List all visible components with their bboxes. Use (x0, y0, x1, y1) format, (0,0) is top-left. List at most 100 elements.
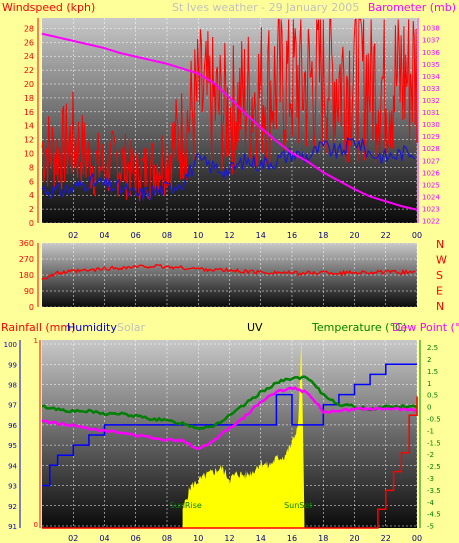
x-tick-label: 20 (349, 534, 359, 543)
rainfall-line (42, 396, 418, 529)
humidity-tick-label: 98 (8, 381, 17, 389)
barometer-label: Barometer (mb) (368, 1, 456, 14)
direction-series (41, 263, 416, 281)
x-tick-label: 00 (412, 534, 422, 543)
x-tick-label: 06 (131, 231, 141, 240)
x-tick-label: 04 (99, 231, 109, 240)
temperature-tick-label: -1.5 (427, 439, 441, 447)
y-tick-label: 26 (24, 38, 34, 47)
y2-tick-label: 1027 (422, 157, 440, 165)
y-tick-label: 12 (24, 136, 34, 145)
y-tick-label: 2 (29, 205, 34, 214)
y-tick-label: 28 (24, 24, 34, 33)
temperature-tick-label: -3.5 (427, 487, 441, 495)
temperature-tick-label: 0.5 (427, 392, 438, 400)
humidity-tick-label: 94 (8, 462, 17, 470)
y-tick-label: 20 (24, 80, 34, 89)
x-tick-label: 04 (99, 534, 109, 543)
compass-label: S (436, 269, 443, 282)
dew-point-label: Dew Point (°C) (392, 321, 459, 334)
temperature-tick-label: -2 (427, 451, 434, 459)
temperature-tick-label: -0.5 (427, 416, 441, 424)
y2-tick-label: 1032 (422, 97, 440, 105)
direction-grid (42, 242, 418, 308)
x-tick-label: 02 (68, 534, 78, 543)
y-tick-label: 14 (24, 122, 34, 131)
wind-barometer-panel: 0246810121416182022242628102210231024102… (2, 1, 456, 240)
x-tick-label: 18 (318, 231, 328, 240)
y2-tick-label: 1028 (422, 145, 440, 153)
dew-point-line (41, 386, 418, 450)
y2-tick-label: 1030 (422, 121, 440, 129)
solar-area (182, 336, 305, 528)
y-tick-label: 16 (24, 108, 34, 117)
y-tick-label: 18 (24, 94, 34, 103)
y2-tick-label: 1034 (422, 73, 440, 81)
compass-label: N (436, 238, 444, 251)
y-tick-label: 0 (29, 303, 34, 312)
rainfall-label: Rainfall (mm) (1, 321, 75, 334)
temperature-humidity-panel: 919293949596979899100-5-4.5-4-3.5-3-2.5-… (1, 321, 459, 543)
humidity-tick-label: 92 (8, 503, 17, 511)
x-tick-label: 16 (287, 534, 297, 543)
temperature-tick-label: 0 (427, 404, 431, 412)
wind-tick-labels: 0246810121416182022242628102210231024102… (24, 18, 440, 240)
x-tick-label: 22 (381, 231, 391, 240)
x-tick-label: 10 (193, 231, 203, 240)
temperature-tick-label: 1 (427, 380, 431, 388)
x-tick-label: 02 (68, 231, 78, 240)
temperature-tick-label: 2 (427, 356, 431, 364)
wind-direction-line (41, 263, 416, 281)
compass-label: E (436, 285, 443, 298)
y-tick-label: 4 (29, 191, 34, 200)
y-tick-label: 8 (29, 163, 34, 172)
x-tick-label: 12 (224, 534, 234, 543)
y2-tick-label: 1024 (422, 193, 440, 201)
y-tick-label: 6 (29, 177, 34, 186)
x-tick-label: 08 (162, 534, 172, 543)
chart-title: St Ives weather - 29 January 2005 (172, 1, 359, 14)
solar-label: Solar (117, 321, 146, 334)
y-tick-label: 90 (24, 287, 34, 296)
y2-tick-label: 1031 (422, 109, 440, 117)
temperature-tick-label: -1 (427, 427, 434, 435)
y-tick-label: 180 (19, 271, 34, 280)
rain-tick-label: 1 (34, 337, 38, 345)
humidity-tick-label: 96 (8, 422, 17, 430)
y-tick-label: 24 (24, 52, 34, 61)
y2-tick-label: 1033 (422, 85, 440, 93)
x-tick-label: 10 (193, 534, 203, 543)
temperature-line (41, 375, 418, 431)
sunrise-annotation: SunRise (170, 501, 202, 510)
x-tick-label: 00 (412, 231, 422, 240)
x-tick-label: 14 (256, 231, 266, 240)
y2-tick-label: 1038 (422, 25, 440, 33)
y-tick-label: 270 (19, 255, 34, 264)
humidity-tick-label: 97 (8, 402, 17, 410)
x-tick-label: 18 (318, 534, 328, 543)
y-tick-label: 360 (19, 239, 34, 248)
temperature-tick-label: -4 (427, 499, 435, 507)
x-tick-label: 06 (131, 534, 141, 543)
sunset-annotation: SunSet (284, 501, 312, 510)
temperature-label: Temperature (°C) (311, 321, 407, 334)
humidity-line (42, 363, 417, 487)
x-tick-label: 22 (381, 534, 391, 543)
y2-tick-label: 1022 (422, 218, 440, 226)
y-tick-label: 0 (29, 219, 34, 228)
y-tick-label: 22 (24, 66, 34, 75)
humidity-tick-label: 99 (8, 361, 17, 369)
x-tick-label: 14 (256, 534, 266, 543)
x-tick-label: 20 (349, 231, 359, 240)
humidity-label: Humidity (67, 321, 117, 334)
humidity-tick-label: 91 (8, 523, 17, 531)
y2-tick-label: 1026 (422, 169, 440, 177)
wind-series (41, 18, 418, 211)
humidity-tick-label: 95 (8, 442, 17, 450)
temperature-tick-label: 1.5 (427, 368, 438, 376)
temperature-tick-labels: 919293949596979899100-5-4.5-4-3.5-3-2.5-… (4, 337, 441, 543)
compass-label: W (436, 254, 447, 267)
